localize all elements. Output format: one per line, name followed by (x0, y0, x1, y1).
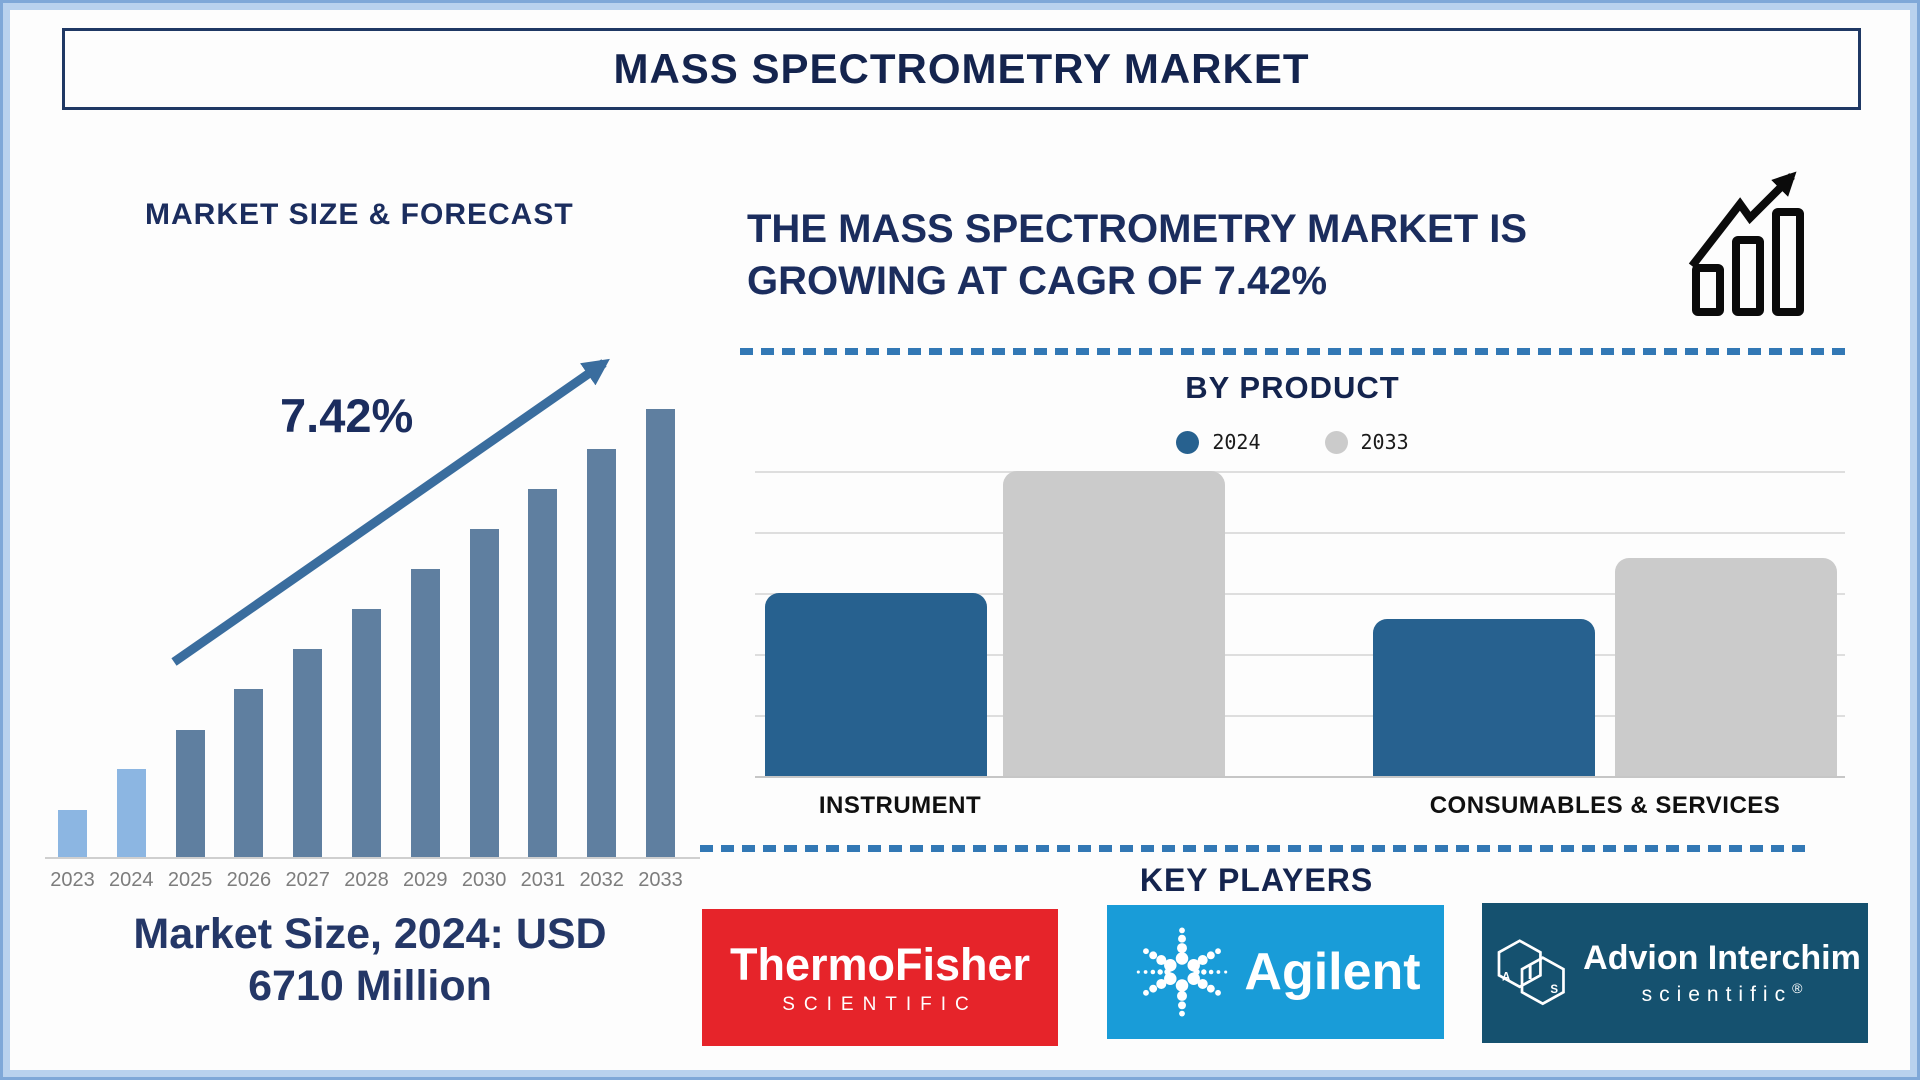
category-label-instrument: INSTRUMENT (818, 792, 982, 819)
forecast-chart: 2023 2024 2025 2026 2027 2028 2029 2030 2031 2032… (45, 400, 700, 891)
by-product-heading: BY PRODUCT (1185, 370, 1400, 405)
x-axis-label-2023: 2023 (50, 869, 95, 891)
forecast-bar-2029 (410, 569, 440, 857)
x-axis-label-2026: 2026 (226, 869, 272, 891)
growth-chart-icon (1688, 171, 1804, 316)
dashed-divider-bottom (700, 845, 1813, 852)
by-product-plot (755, 470, 1845, 778)
forecast-bar-2033 (646, 409, 675, 857)
forecast-bar-2027 (293, 649, 323, 857)
by-product-bar-2024-consumables-services (1373, 619, 1595, 776)
gridline-5 (755, 471, 1845, 473)
by-product-legend: 2024 2033 (740, 430, 1845, 454)
advion-hexagon-emblem-icon: A I S (1497, 939, 1565, 1006)
by-product-bar-2033-instrument (1003, 471, 1225, 776)
x-axis-label-2032: 2032 (579, 869, 624, 891)
forecast-bar-2025 (175, 730, 205, 857)
emblem-letter-s: S (1551, 984, 1559, 996)
x-axis-label-2027: 2027 (285, 869, 330, 891)
x-axis-label-2030: 2030 (461, 869, 507, 891)
agilent-wordmark: Agilent (1244, 943, 1421, 1001)
by-product-bar-2024-instrument (765, 593, 987, 776)
gridline-3 (755, 593, 1845, 595)
x-axis-label-2028: 2028 (344, 869, 389, 891)
legend-item-2033: 2033 (1324, 430, 1409, 454)
forecast-heading: MARKET SIZE & FORECAST (145, 198, 574, 231)
advion-interchim-logo: A I S Advion Interchim scientific® (1482, 903, 1868, 1043)
thermo-fisher-wordmark: ThermoFisher (729, 939, 1031, 990)
x-axis-label-2025: 2025 (167, 869, 213, 891)
x-axis-label-2033: 2033 (638, 869, 683, 891)
market-size-caption: Market Size, 2024: USD 6710 Million (133, 910, 607, 1011)
emblem-letter-i: I (1528, 962, 1534, 984)
growth-headline: THE MASS SPECTROMETRY MARKET IS GROWING … (747, 207, 1528, 303)
cagr-label: 7.42% (280, 389, 414, 442)
legend-dot-2033 (1324, 430, 1348, 454)
gridline-0 (755, 776, 1845, 778)
emblem-letter-a: A (1502, 972, 1510, 984)
forecast-bar-2031 (528, 489, 558, 857)
legend-label-2024: 2024 (1212, 430, 1261, 454)
legend-label-2033: 2033 (1360, 430, 1409, 454)
forecast-bar-2026 (234, 689, 264, 857)
registered-mark: ® (1792, 980, 1803, 996)
trend-arrow-icon (171, 358, 610, 666)
gridline-1 (755, 715, 1845, 717)
category-label-consumables-services: CONSUMABLES & SERVICES (1429, 792, 1781, 819)
key-players-heading: KEY PLAYERS (1139, 862, 1374, 898)
forecast-bar-2028 (352, 609, 381, 857)
by-product-bar-2033-consumables-services (1615, 557, 1837, 776)
x-axis-label-2029: 2029 (403, 869, 448, 891)
gridline-2 (755, 654, 1845, 656)
advion-subtext-word: scientific (1641, 983, 1793, 1006)
x-axis-label-2024: 2024 (109, 869, 154, 891)
agilent-starburst-icon (1137, 927, 1228, 1017)
dashed-divider-top (740, 348, 1852, 355)
page-title: MASS SPECTROMETRY MARKET (613, 45, 1310, 92)
advion-wordmark: Advion Interchim (1583, 939, 1861, 977)
forecast-bar-2030 (469, 529, 499, 857)
forecast-bar-2024 (116, 769, 146, 857)
thermo-fisher-subtext: SCIENTIFIC (782, 994, 978, 1015)
gridline-4 (755, 532, 1845, 534)
title-box: MASS SPECTROMETRY MARKET (62, 28, 1861, 110)
forecast-bar-2023 (58, 810, 87, 857)
agilent-logo: Agilent (1107, 905, 1444, 1039)
thermo-fisher-logo: ThermoFisher SCIENTIFIC (702, 909, 1058, 1046)
x-axis-label-2031: 2031 (520, 869, 566, 891)
forecast-bar-2032 (587, 449, 617, 857)
advion-subtext: scientific® (1642, 980, 1803, 1007)
legend-item-2024: 2024 (1176, 430, 1261, 454)
legend-dot-2024 (1176, 430, 1200, 454)
